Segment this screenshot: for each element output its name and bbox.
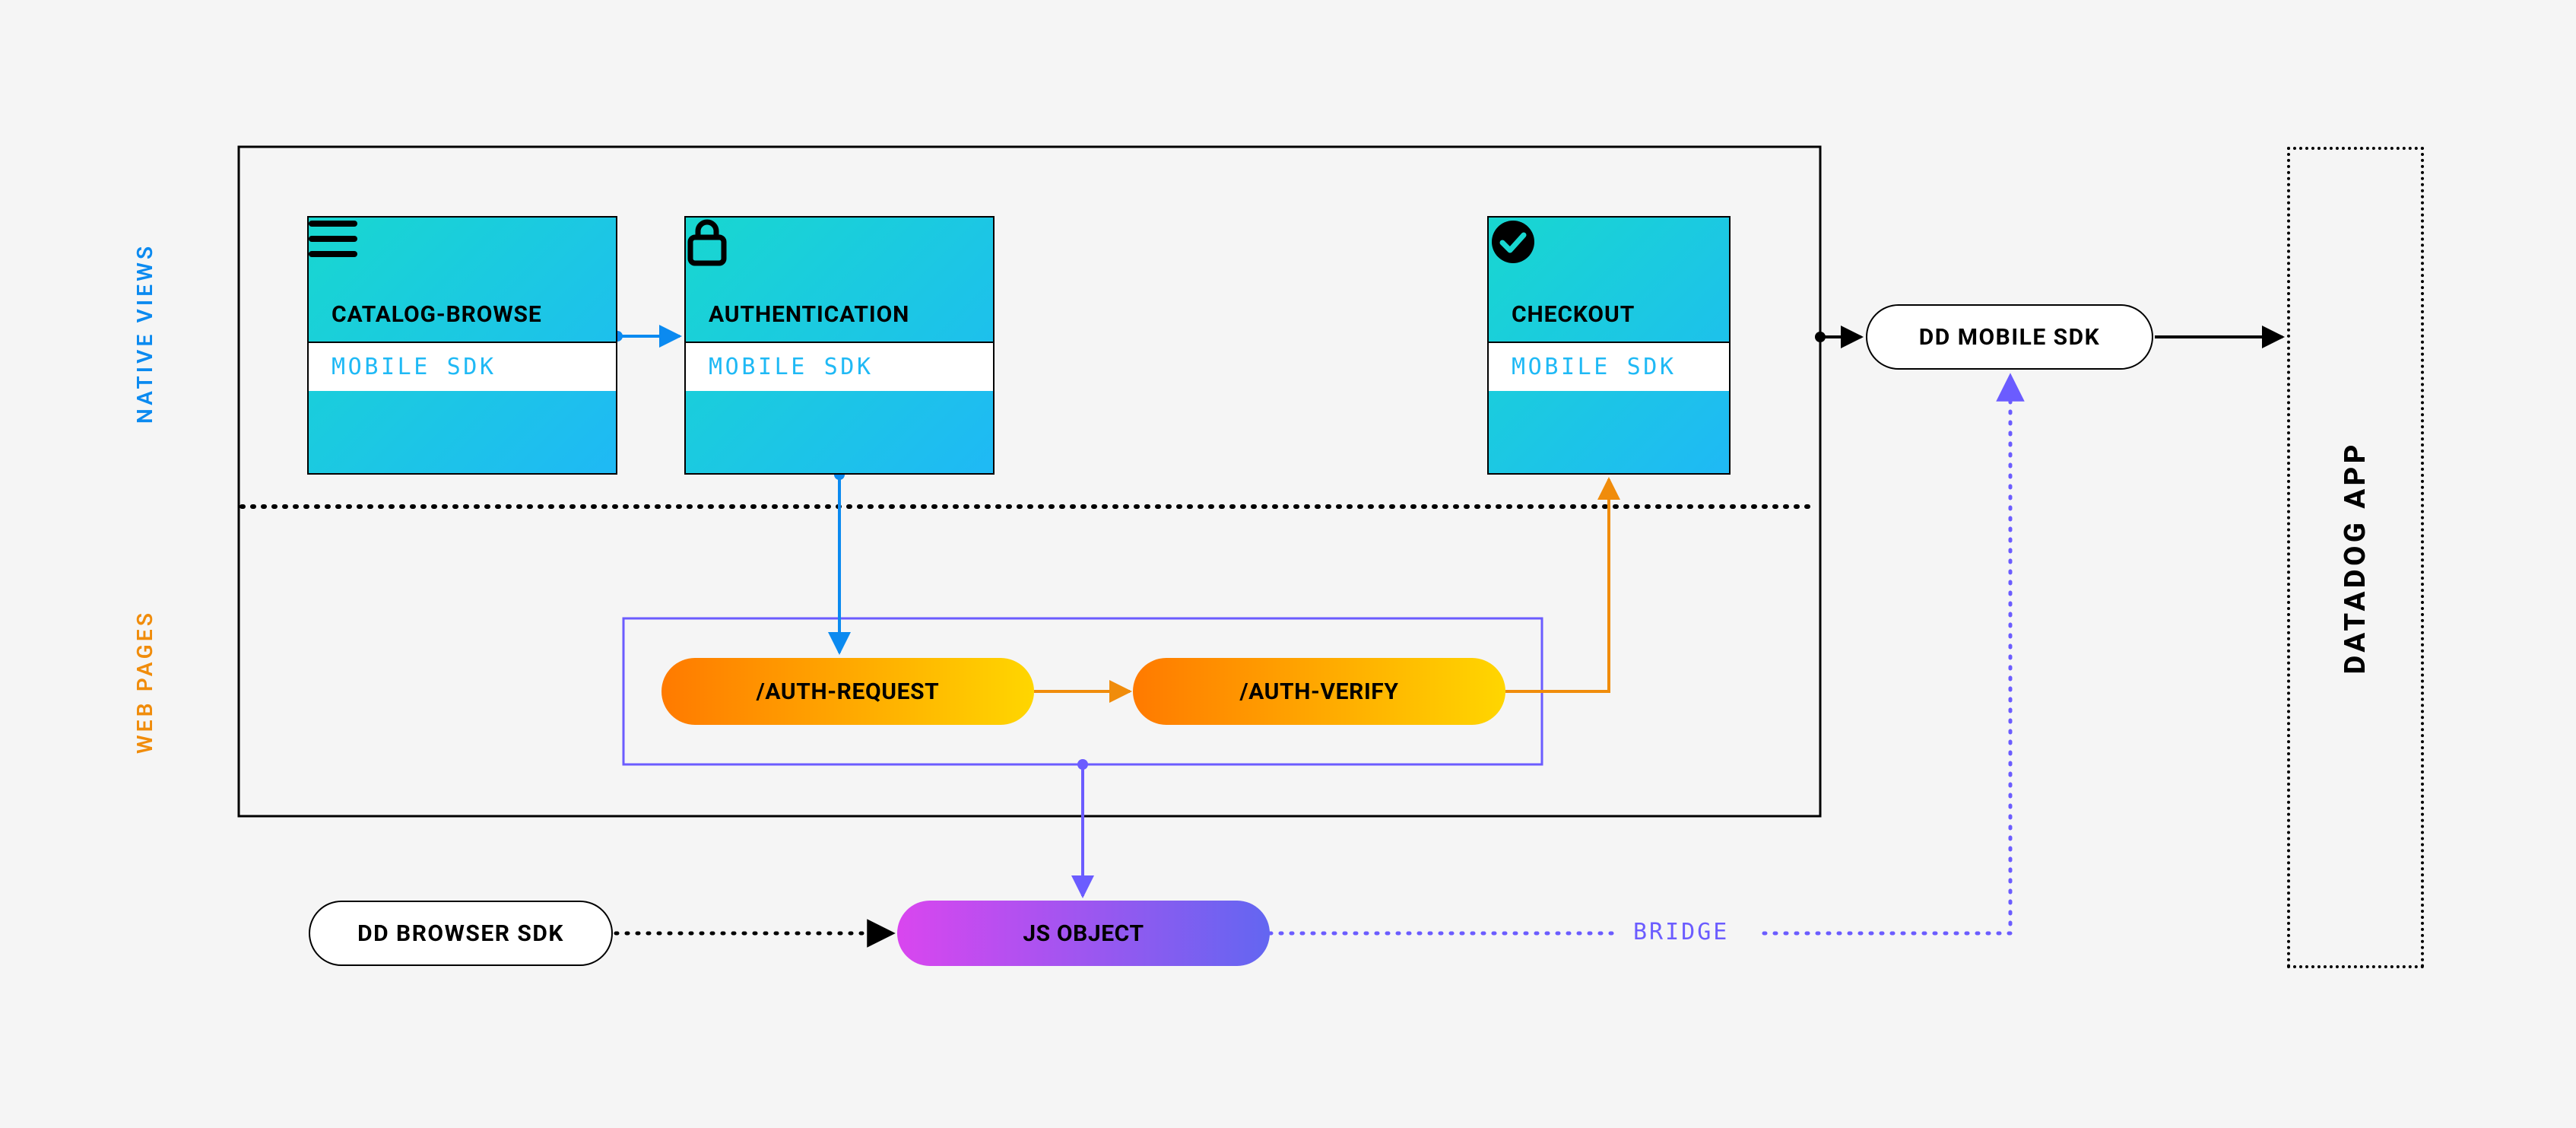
mobile-sdk-strip: MOBILE SDK [1489,342,1729,391]
hamburger-icon [309,218,616,301]
edge-jsobj-bridge-right [1764,376,2010,933]
native-card-title: CHECKOUT [1489,301,1729,342]
pill-js-object: JS OBJECT [897,901,1270,966]
pill-dd-browser-sdk: DD BROWSER SDK [309,901,613,966]
mobile-sdk-strip: MOBILE SDK [309,342,616,391]
native-card-title: CATALOG-BROWSE [309,301,616,342]
native-card-checkout: CHECKOUT MOBILE SDK [1487,216,1731,475]
native-card-title: AUTHENTICATION [686,301,993,342]
bridge-label: BRIDGE [1633,919,1729,945]
mobile-sdk-strip: MOBILE SDK [686,342,993,391]
axis-label-web-pages: WEB PAGES [132,601,157,762]
datadog-app-box: DATADOG APP [2287,147,2424,968]
native-card-authentication: AUTHENTICATION MOBILE SDK [684,216,995,475]
edge-verify-to-checkout [1505,479,1609,691]
datadog-app-label: DATADOG APP [2339,441,2372,674]
pill-dd-mobile-sdk: DD MOBILE SDK [1866,304,2153,370]
axis-label-native-views: NATIVE VIEWS [132,233,157,434]
check-circle-icon [1489,218,1729,301]
web-pill-auth-verify: /AUTH-VERIFY [1133,658,1505,725]
native-card-catalog: CATALOG-BROWSE MOBILE SDK [307,216,617,475]
lock-icon [686,218,993,301]
web-pill-auth-request: /AUTH-REQUEST [661,658,1034,725]
